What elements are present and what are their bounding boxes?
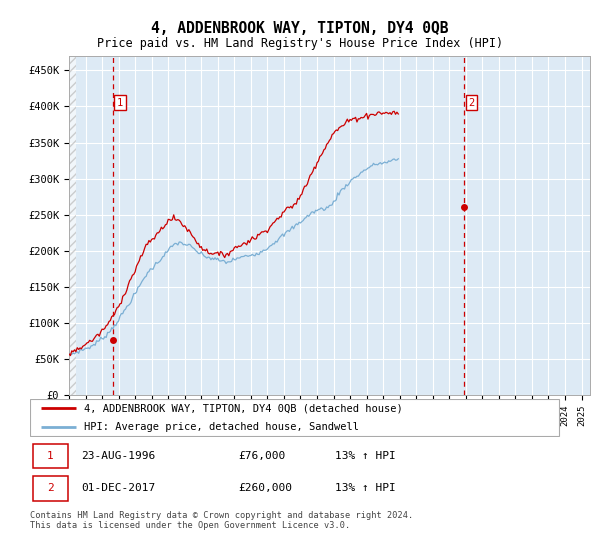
- Text: 4, ADDENBROOK WAY, TIPTON, DY4 0QB: 4, ADDENBROOK WAY, TIPTON, DY4 0QB: [151, 21, 449, 36]
- Text: Contains HM Land Registry data © Crown copyright and database right 2024.
This d: Contains HM Land Registry data © Crown c…: [30, 511, 413, 530]
- FancyBboxPatch shape: [30, 399, 559, 436]
- Text: 01-DEC-2017: 01-DEC-2017: [82, 483, 155, 493]
- Text: 4, ADDENBROOK WAY, TIPTON, DY4 0QB (detached house): 4, ADDENBROOK WAY, TIPTON, DY4 0QB (deta…: [84, 403, 403, 413]
- Text: 1: 1: [47, 451, 54, 461]
- Text: £76,000: £76,000: [238, 451, 285, 461]
- Text: Price paid vs. HM Land Registry's House Price Index (HPI): Price paid vs. HM Land Registry's House …: [97, 37, 503, 50]
- Text: 2: 2: [469, 98, 475, 108]
- FancyBboxPatch shape: [33, 476, 68, 501]
- Text: 1: 1: [117, 98, 123, 108]
- Text: 2: 2: [47, 483, 54, 493]
- Text: 13% ↑ HPI: 13% ↑ HPI: [335, 451, 396, 461]
- Text: HPI: Average price, detached house, Sandwell: HPI: Average price, detached house, Sand…: [84, 422, 359, 432]
- Text: £260,000: £260,000: [238, 483, 292, 493]
- FancyBboxPatch shape: [33, 444, 68, 468]
- Text: 23-AUG-1996: 23-AUG-1996: [82, 451, 155, 461]
- Bar: [69, 56, 76, 395]
- Text: 13% ↑ HPI: 13% ↑ HPI: [335, 483, 396, 493]
